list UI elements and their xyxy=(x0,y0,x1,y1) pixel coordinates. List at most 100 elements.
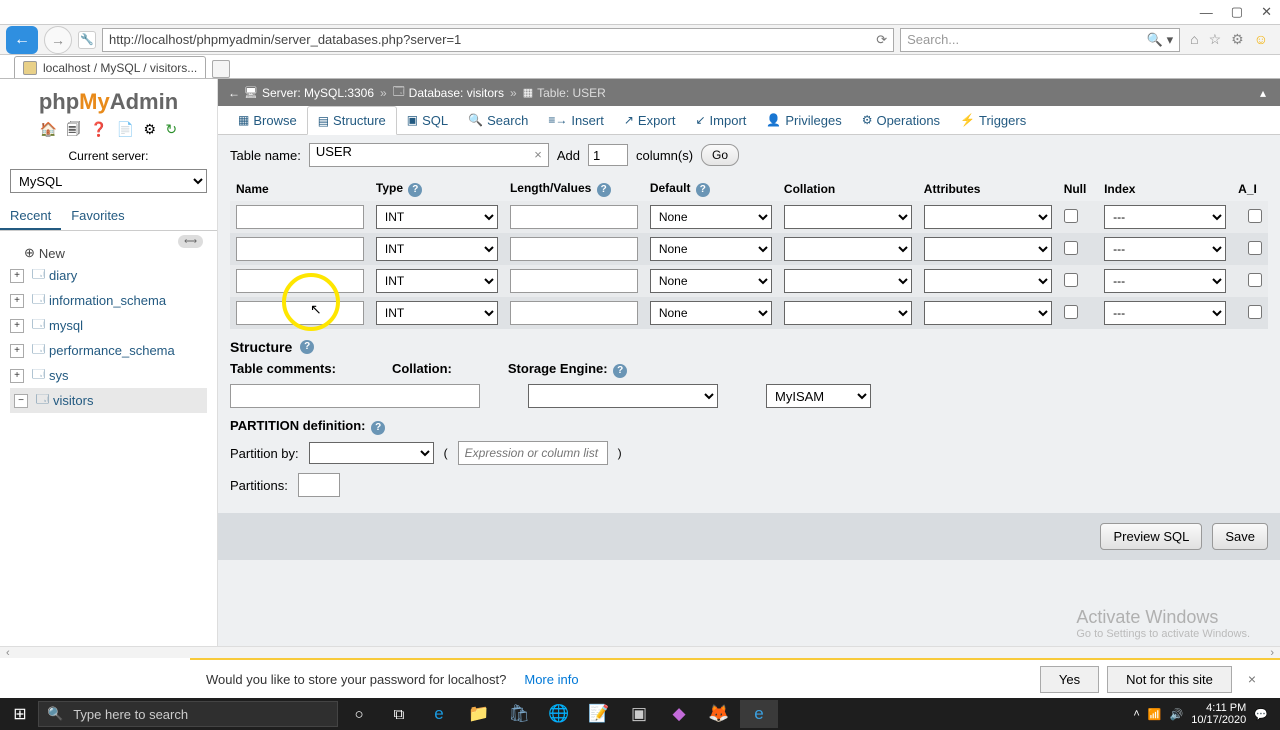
scroll-right-icon[interactable]: › xyxy=(1270,647,1274,659)
db-item-information-schema[interactable]: + 🗔 information_schema xyxy=(10,288,207,313)
column-attributes-select[interactable] xyxy=(924,205,1052,229)
help-icon[interactable]: ? xyxy=(371,421,385,435)
column-attributes-select[interactable] xyxy=(924,301,1052,325)
table-collation-select[interactable] xyxy=(528,384,718,408)
home-icon[interactable]: ⌂ xyxy=(1190,31,1198,48)
minimize-icon[interactable]: — xyxy=(1200,5,1213,20)
table-name-input[interactable]: USER × xyxy=(309,143,549,167)
expand-icon[interactable]: + xyxy=(10,294,24,308)
maximize-icon[interactable]: ▢ xyxy=(1231,4,1243,20)
column-ai-checkbox[interactable] xyxy=(1248,209,1262,223)
column-index-select[interactable]: --- xyxy=(1104,205,1226,229)
more-info-link[interactable]: More info xyxy=(524,672,578,687)
column-default-select[interactable]: None xyxy=(650,205,772,229)
tab-privileges[interactable]: 👤Privileges xyxy=(756,106,851,134)
help-icon[interactable]: ? xyxy=(613,364,627,378)
tab-search[interactable]: 🔍Search xyxy=(458,106,538,134)
column-ai-checkbox[interactable] xyxy=(1248,273,1262,287)
column-index-select[interactable]: --- xyxy=(1104,301,1226,325)
docs-icon[interactable]: 📄 xyxy=(117,121,134,137)
help-icon[interactable]: ? xyxy=(408,183,422,197)
column-length-input[interactable] xyxy=(510,301,638,325)
task-view-icon[interactable]: ⧉ xyxy=(380,700,418,728)
browser-tab-active[interactable]: localhost / MySQL / visitors... xyxy=(14,56,206,78)
breadcrumb-table[interactable]: Table: USER xyxy=(537,86,606,100)
column-ai-checkbox[interactable] xyxy=(1248,305,1262,319)
app-phpstorm[interactable]: ◆ xyxy=(660,700,698,728)
help-icon[interactable]: ? xyxy=(300,340,314,354)
expand-icon[interactable]: + xyxy=(10,369,24,383)
column-length-input[interactable] xyxy=(510,205,638,229)
panel-toggle-icon[interactable]: ← xyxy=(228,86,240,100)
column-name-input[interactable] xyxy=(236,237,364,261)
partition-expression-input[interactable] xyxy=(458,441,608,465)
query-icon[interactable]: ❓ xyxy=(90,121,107,137)
column-collation-select[interactable] xyxy=(784,301,912,325)
app-edge[interactable]: e xyxy=(420,700,458,728)
horizontal-scrollbar[interactable]: ‹ › xyxy=(0,646,1280,658)
app-ie[interactable]: e xyxy=(740,700,778,728)
app-terminal[interactable]: ▣ xyxy=(620,700,658,728)
start-button[interactable]: ⊞ xyxy=(4,700,36,728)
go-button[interactable]: Go xyxy=(701,144,739,166)
server-select[interactable]: MySQL xyxy=(10,169,207,193)
tab-export[interactable]: ↗Export xyxy=(614,106,686,134)
settings-icon[interactable]: ⚙ xyxy=(1231,31,1244,48)
breadcrumb-server[interactable]: Server: MySQL:3306 xyxy=(262,86,374,100)
close-icon[interactable]: ✕ xyxy=(1261,4,1272,20)
column-collation-select[interactable] xyxy=(784,205,912,229)
column-collation-select[interactable] xyxy=(784,237,912,261)
system-tray[interactable]: ˄ 📶 🔊 4:11 PM 10/17/2020 💬 xyxy=(1133,702,1276,726)
notifications-icon[interactable]: 💬 xyxy=(1254,708,1268,721)
site-identity-icon[interactable]: 🔧 xyxy=(78,31,96,49)
tab-sql[interactable]: ▣SQL xyxy=(397,106,458,134)
column-type-select[interactable]: INT xyxy=(376,301,498,325)
back-button[interactable]: ← xyxy=(6,26,38,54)
column-null-checkbox[interactable] xyxy=(1064,241,1078,255)
reload-icon[interactable]: ↻ xyxy=(165,121,177,137)
close-notification-icon[interactable]: × xyxy=(1240,671,1264,687)
db-item-performance-schema[interactable]: + 🗔 performance_schema xyxy=(10,338,207,363)
storage-engine-select[interactable]: MyISAM xyxy=(766,384,871,408)
hide-breadcrumb-icon[interactable]: ▴ xyxy=(1256,86,1270,100)
taskbar-search[interactable]: 🔍 Type here to search xyxy=(38,701,338,727)
column-null-checkbox[interactable] xyxy=(1064,209,1078,223)
not-for-site-button[interactable]: Not for this site xyxy=(1107,666,1232,693)
favorites-icon[interactable]: ☆ xyxy=(1209,31,1222,48)
column-name-input[interactable] xyxy=(236,205,364,229)
column-null-checkbox[interactable] xyxy=(1064,305,1078,319)
help-icon[interactable]: ? xyxy=(597,183,611,197)
column-attributes-select[interactable] xyxy=(924,237,1052,261)
column-length-input[interactable] xyxy=(510,237,638,261)
column-type-select[interactable]: INT xyxy=(376,269,498,293)
add-columns-input[interactable] xyxy=(588,144,628,166)
app-store[interactable]: 🛍 xyxy=(500,700,538,728)
db-item-visitors[interactable]: − 🗔 visitors xyxy=(10,388,207,413)
app-firefox[interactable]: 🦊 xyxy=(700,700,738,728)
search-icon[interactable]: 🔍 ▾ xyxy=(1147,32,1173,48)
tab-structure[interactable]: ▤Structure xyxy=(307,106,397,135)
expand-icon[interactable]: + xyxy=(10,344,24,358)
browser-search-input[interactable]: Search... 🔍 ▾ xyxy=(900,28,1180,52)
volume-icon[interactable]: 🔊 xyxy=(1170,708,1184,721)
app-notepad[interactable]: 📝 xyxy=(580,700,618,728)
tab-recent[interactable]: Recent xyxy=(0,203,61,230)
help-icon[interactable]: ? xyxy=(696,183,710,197)
home-icon[interactable]: 🏠 xyxy=(40,121,57,137)
yes-button[interactable]: Yes xyxy=(1040,666,1099,693)
app-chrome[interactable]: 🌐 xyxy=(540,700,578,728)
refresh-icon[interactable]: ⟳ xyxy=(876,32,887,48)
column-index-select[interactable]: --- xyxy=(1104,269,1226,293)
column-default-select[interactable]: None xyxy=(650,269,772,293)
new-tab-button[interactable] xyxy=(212,60,230,78)
wifi-icon[interactable]: 📶 xyxy=(1148,708,1162,721)
table-comments-input[interactable] xyxy=(230,384,480,408)
column-length-input[interactable] xyxy=(510,269,638,293)
chevron-up-icon[interactable]: ˄ xyxy=(1133,708,1139,720)
column-attributes-select[interactable] xyxy=(924,269,1052,293)
cortana-icon[interactable]: ○ xyxy=(340,700,378,728)
column-type-select[interactable]: INT xyxy=(376,237,498,261)
tab-operations[interactable]: ⚙Operations xyxy=(852,106,950,134)
partitions-count-input[interactable] xyxy=(298,473,340,497)
scroll-left-icon[interactable]: ‹ xyxy=(6,647,10,659)
